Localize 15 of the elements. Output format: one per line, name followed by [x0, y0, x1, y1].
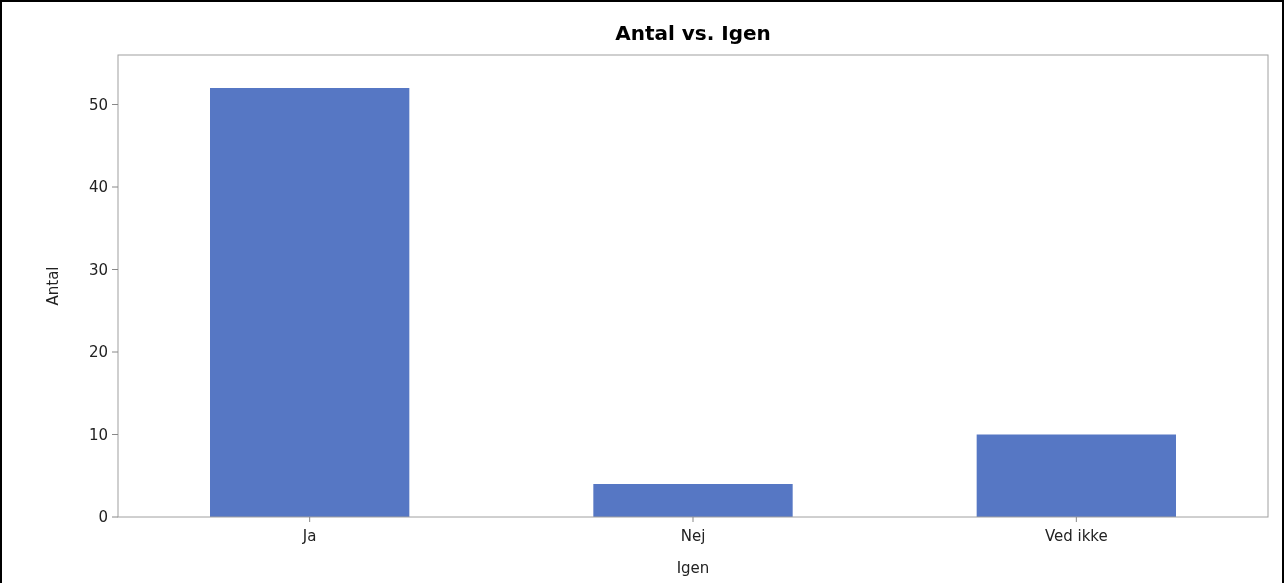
x-tick-label: Ja [301, 527, 317, 545]
y-axis-title: Antal [44, 266, 62, 306]
x-tick-label: Ved ikke [1044, 527, 1108, 545]
bar [976, 434, 1176, 517]
y-tick-label: 50 [88, 95, 108, 114]
bar [593, 484, 793, 517]
y-tick-label: 10 [88, 425, 108, 444]
y-tick-label: 20 [88, 343, 108, 362]
y-tick-label: 40 [88, 178, 108, 197]
y-tick-label: 0 [98, 508, 108, 527]
x-tick-label: Nej [680, 527, 706, 545]
bar [210, 88, 410, 517]
chart-title: Antal vs. Igen [615, 21, 771, 45]
y-tick-label: 30 [88, 260, 108, 279]
x-axis-title: Igen [676, 559, 710, 577]
